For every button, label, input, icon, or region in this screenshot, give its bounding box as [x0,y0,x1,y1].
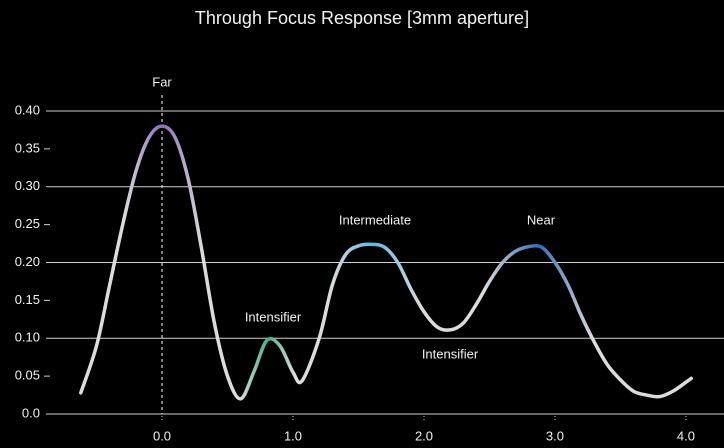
y-tick-label: 0.20 [15,254,40,269]
y-tick-label: 0.30 [15,178,40,193]
y-tick-label: 0.35 [15,140,40,155]
y-tick-label: 0.15 [15,292,40,307]
x-tick-label: 3.0 [546,428,564,443]
annotation: Intensifier [245,309,302,324]
x-tick-label: 1.0 [284,428,302,443]
x-tick-label: 4.0 [677,428,695,443]
y-tick-label: 0.40 [15,102,40,117]
x-tick-label: 2.0 [415,428,433,443]
x-tick-label: 0.0 [153,428,171,443]
chart-title: Through Focus Response [3mm aperture] [195,8,529,28]
response-curve [79,124,693,401]
annotation: Far [152,74,172,89]
annotation: Intensifier [422,346,479,361]
annotation: Near [527,212,556,227]
y-tick-label: 0.05 [15,368,40,383]
y-tick-label: 0.25 [15,216,40,231]
y-tick-label: 0.10 [15,330,40,345]
annotation: Intermediate [339,212,411,227]
y-tick-label: 0.0 [22,405,40,420]
